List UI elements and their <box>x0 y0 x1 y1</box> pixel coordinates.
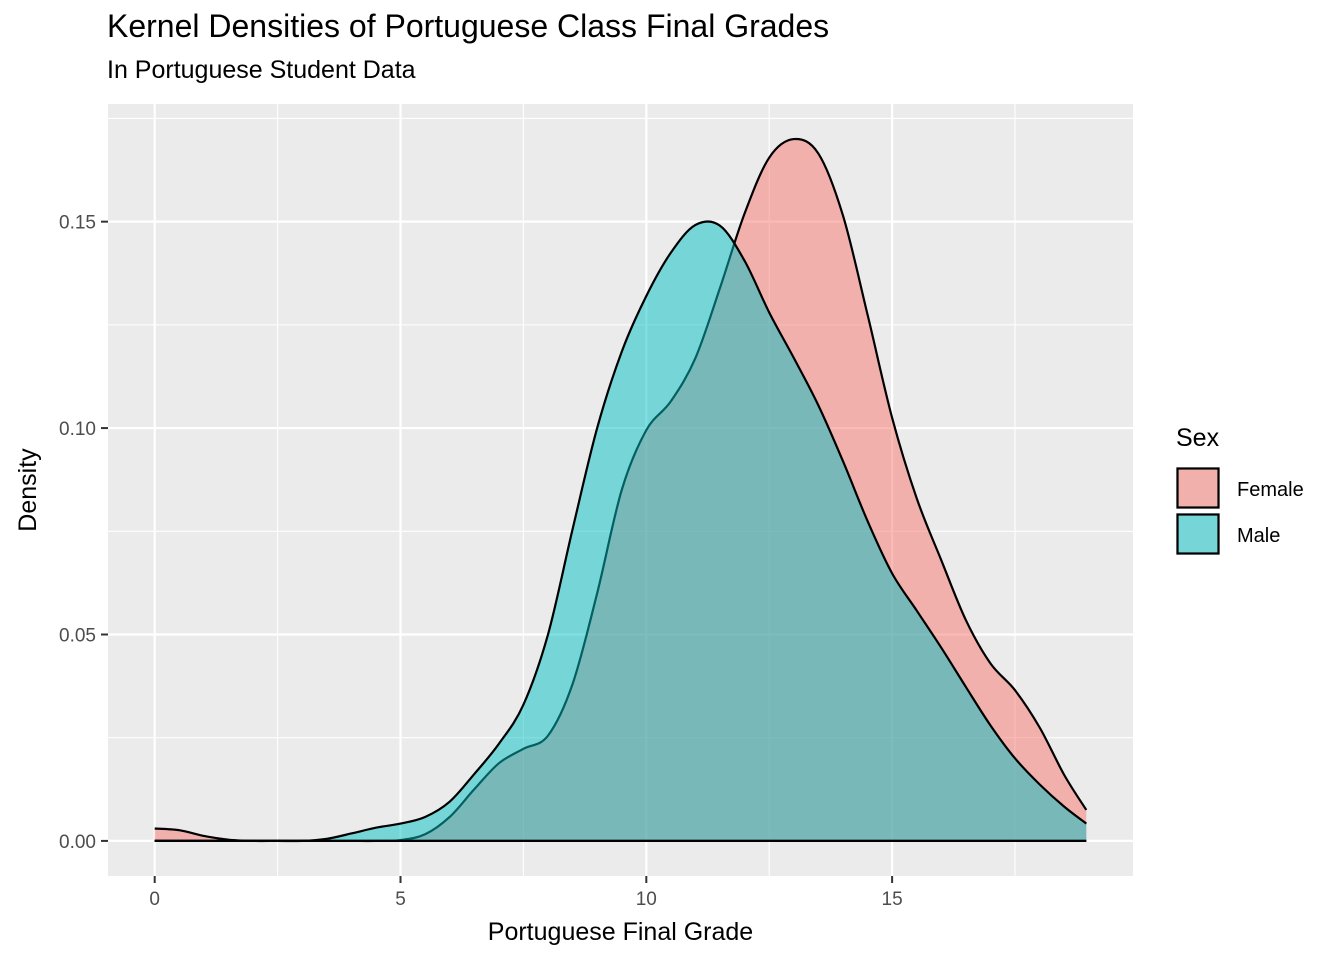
legend-title: Sex <box>1176 424 1220 452</box>
legend-swatch-female <box>1176 467 1220 509</box>
y-tick-label: 0.15 <box>59 213 96 234</box>
x-tick-label: 0 <box>149 889 160 910</box>
x-tick-label: 10 <box>636 889 657 910</box>
male-density-area <box>154 221 1087 842</box>
x-axis-title: Portuguese Final Grade <box>488 918 753 946</box>
tick-labels: 0 5 10 15 0.00 0.05 0.10 0.15 <box>59 213 903 910</box>
axis-ticks <box>101 220 894 883</box>
y-tick-label: 0.00 <box>59 832 96 853</box>
y-axis-title: Density <box>14 448 42 532</box>
chart-title: Kernel Densities of Portuguese Class Fin… <box>107 8 830 44</box>
y-tick-label: 0.10 <box>59 419 96 440</box>
legend-label-male: Male <box>1237 525 1280 547</box>
x-tick-label: 15 <box>882 889 903 910</box>
y-tick-label: 0.05 <box>59 625 96 646</box>
legend-swatch-male <box>1176 513 1220 555</box>
chart-subtitle: In Portuguese Student Data <box>107 56 416 84</box>
legend: Sex Female Male <box>1176 424 1304 555</box>
legend-label-female: Female <box>1237 479 1304 501</box>
density-areas <box>154 137 1088 843</box>
x-tick-label: 5 <box>395 889 406 910</box>
